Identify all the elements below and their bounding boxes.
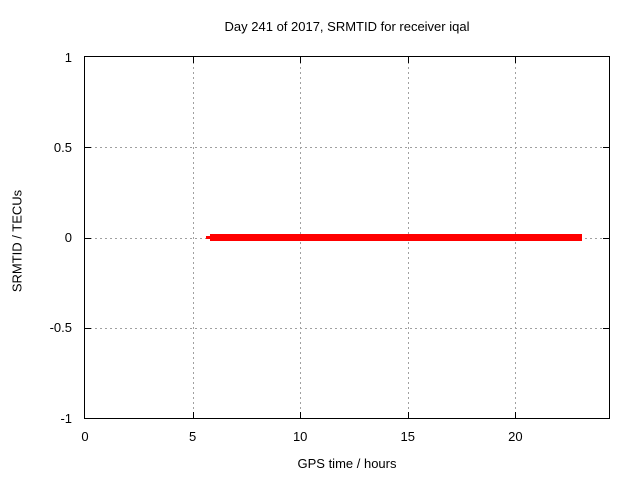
x-tick-mark-bottom xyxy=(192,412,194,418)
y-tick-label: -0.5 xyxy=(49,320,72,336)
x-tick-label: 10 xyxy=(292,429,308,444)
x-tick-label: 15 xyxy=(400,429,416,444)
x-tick-mark-bottom xyxy=(515,412,517,418)
x-tick-label: 0 xyxy=(81,429,89,444)
y-tick-label: 0 xyxy=(64,230,72,245)
y-axis-label: SRMTID / TECUs xyxy=(9,189,25,293)
x-axis-label: GPS time / hours xyxy=(297,456,397,471)
x-tick-label: 5 xyxy=(188,429,197,444)
y-tick-mark-left xyxy=(85,327,91,329)
y-tick-label: -1 xyxy=(60,410,72,426)
plot-area xyxy=(84,56,610,419)
y-tick-label: 0.5 xyxy=(53,139,72,155)
series-line-segment xyxy=(210,234,583,241)
x-tick-mark-top xyxy=(407,57,409,63)
x-tick-mark-top xyxy=(515,57,517,63)
chart-title: Day 241 of 2017, SRMTID for receiver iqa… xyxy=(224,19,470,34)
y-tick-mark-left xyxy=(85,147,91,149)
x-tick-mark-bottom xyxy=(300,412,302,418)
x-tick-mark-bottom xyxy=(407,412,409,418)
y-gridline xyxy=(85,147,609,149)
y-tick-label: 1 xyxy=(64,49,72,65)
series-line-segment xyxy=(205,236,211,239)
y-tick-mark-left xyxy=(85,237,91,239)
x-tick-mark-top xyxy=(300,57,302,63)
x-tick-label: 20 xyxy=(508,429,523,444)
y-tick-mark-right xyxy=(603,147,609,149)
y-tick-mark-right xyxy=(603,237,609,239)
y-tick-mark-right xyxy=(603,327,609,329)
x-tick-mark-top xyxy=(192,57,194,63)
y-gridline xyxy=(85,327,609,329)
